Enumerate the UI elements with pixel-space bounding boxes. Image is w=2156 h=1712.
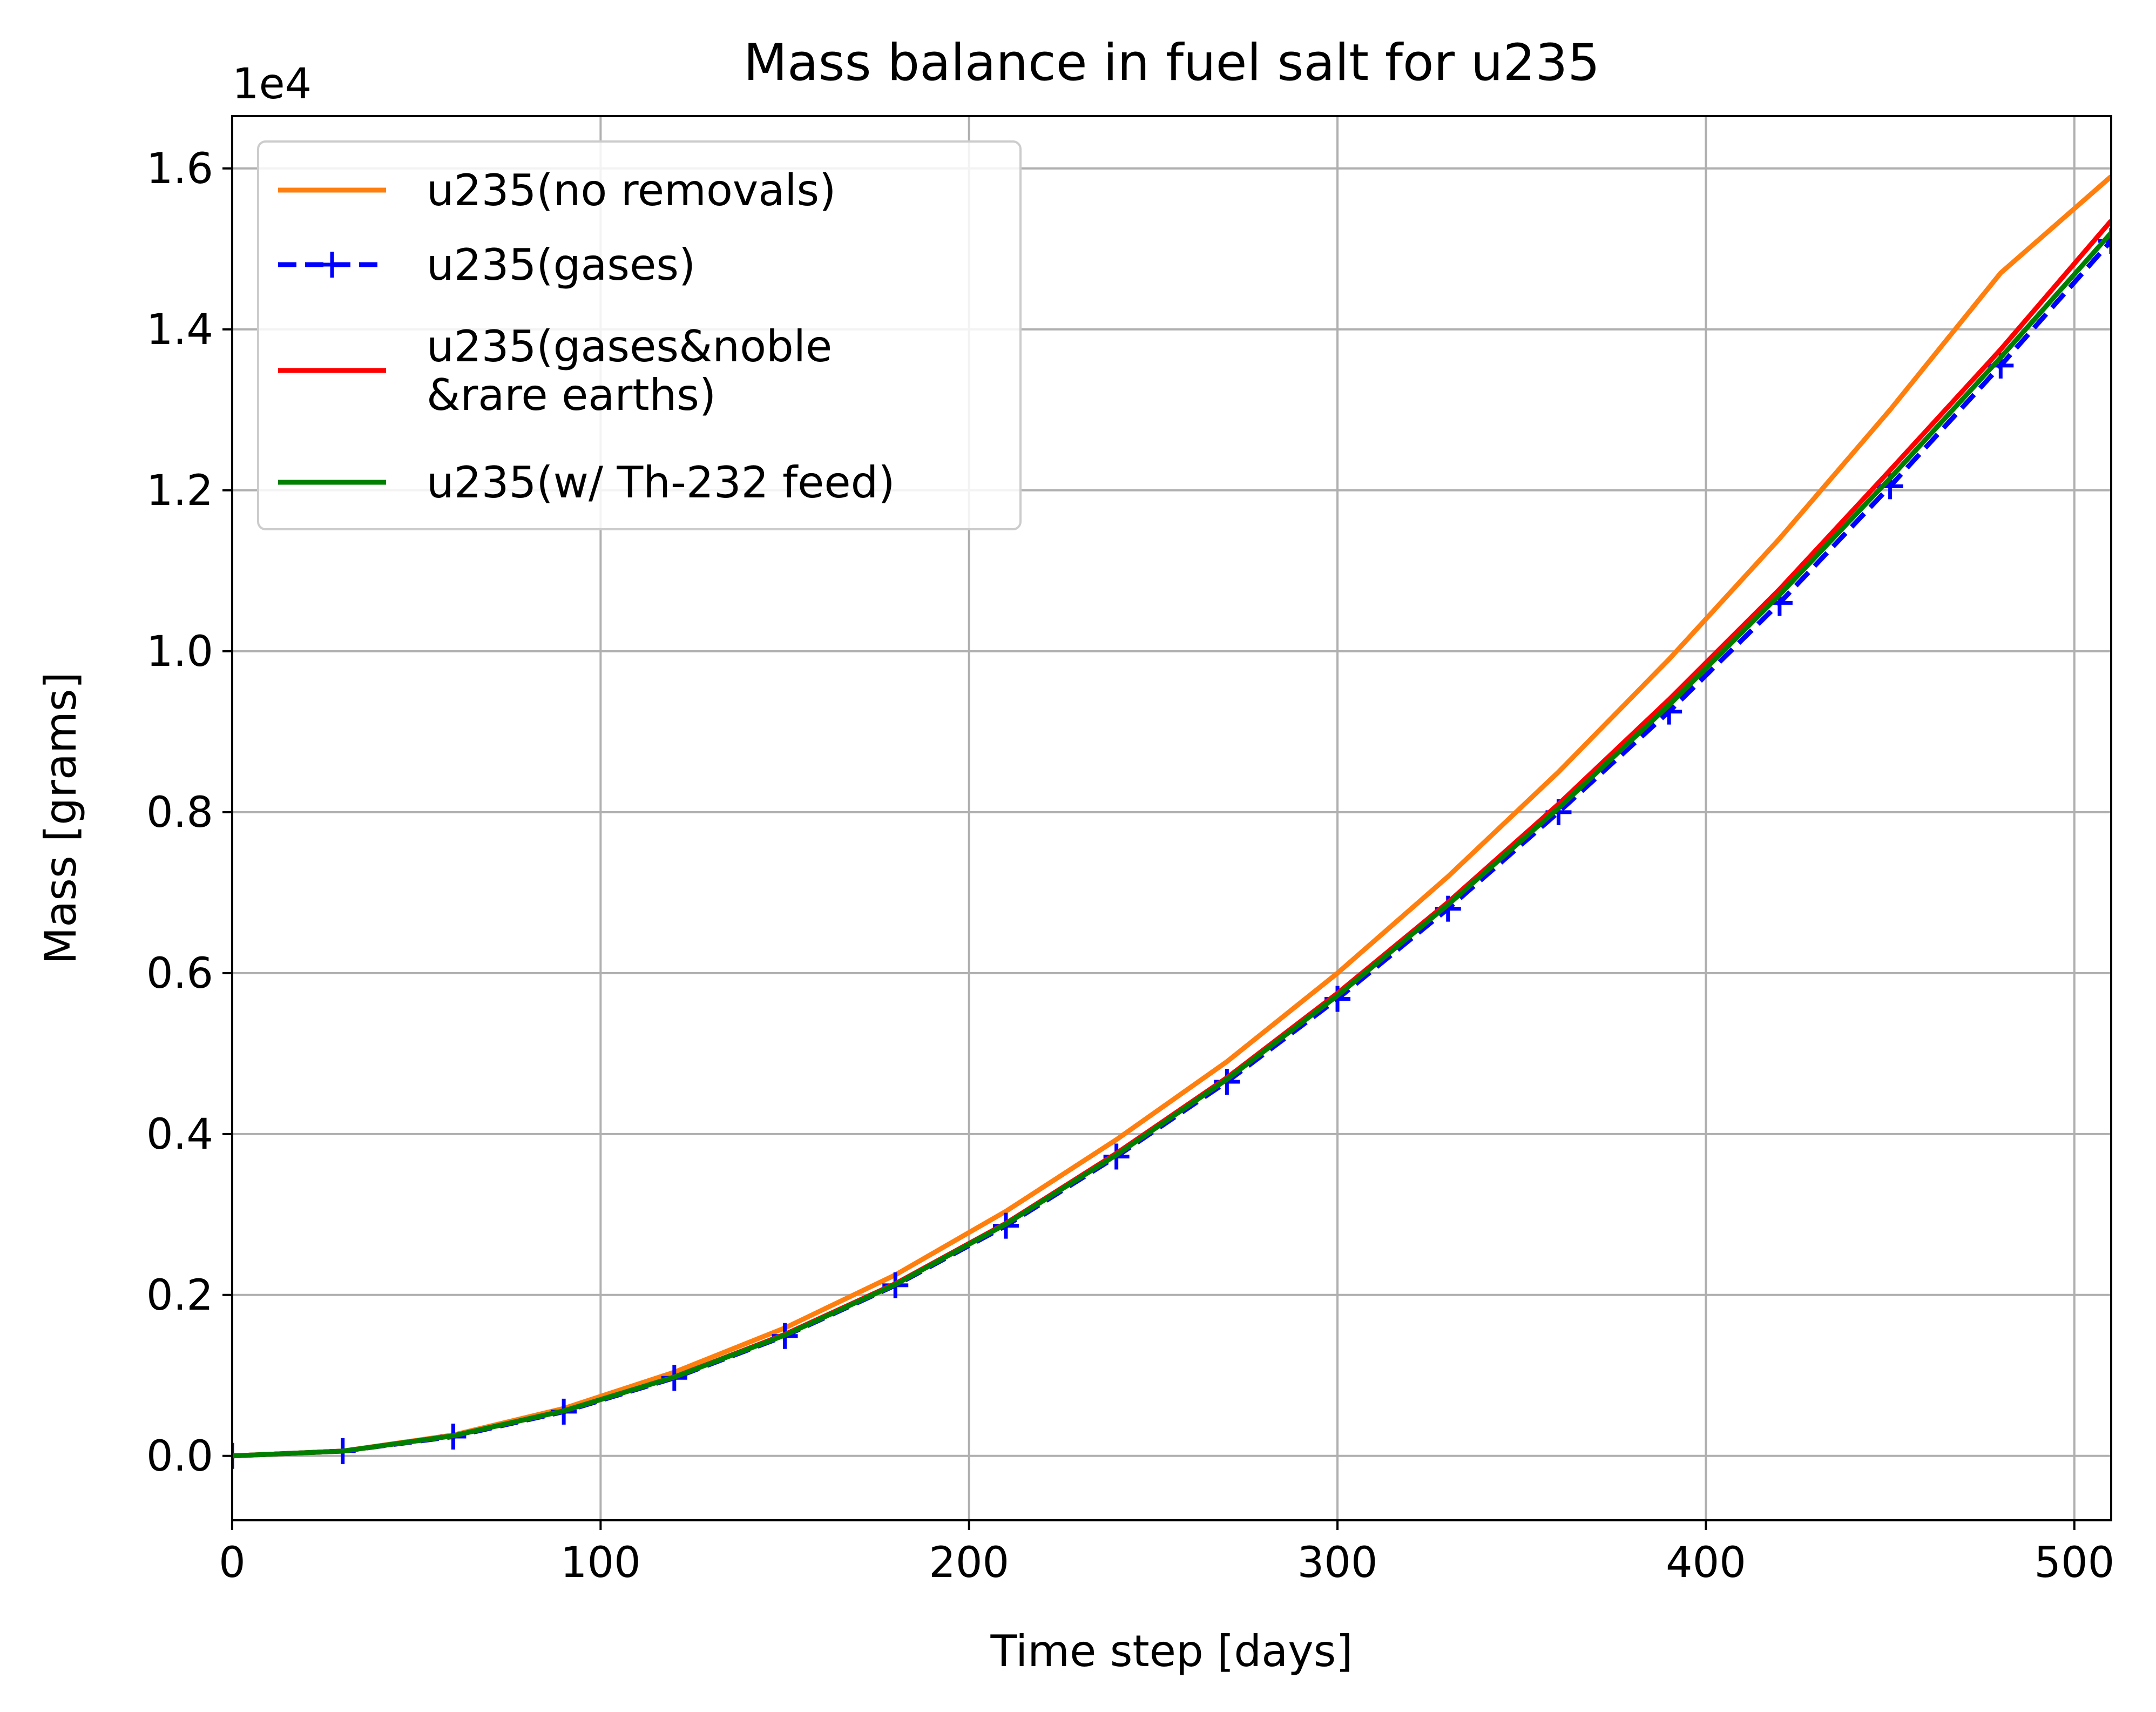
plot-frame: [231, 115, 2112, 1521]
y-tick-label: 0.4: [146, 1110, 213, 1159]
x-tick-label: 0: [219, 1539, 246, 1587]
y-axis-label: Mass [grams]: [36, 672, 86, 965]
legend-label-3: u235(w/ Th-232 feed): [427, 457, 895, 508]
y-tick-label: 0.0: [146, 1432, 213, 1481]
y-tick-label: 1.0: [146, 628, 213, 676]
y-tick-label: 0.6: [146, 949, 213, 998]
legend-box: [257, 140, 1022, 530]
x-tick-label: 300: [1297, 1539, 1378, 1587]
y-tick-label: 1.4: [146, 306, 213, 354]
y-tick-label: 1.6: [146, 145, 213, 193]
legend-label-2: u235(gases&noble &rare earths): [427, 321, 832, 420]
series-line-3: [232, 231, 2111, 1459]
chart-title: Mass balance in fuel salt for u235: [744, 33, 1600, 92]
x-tick-label: 200: [929, 1539, 1009, 1587]
y-tick-label: 0.8: [146, 788, 213, 837]
x-tick-label: 100: [560, 1539, 641, 1587]
y-tick-label: 1.2: [146, 467, 213, 515]
ticks: 0 100 200 300 400 500 0.0 0.2 0.4 0.6 0.8 1.0 1.2 1.4…: [146, 145, 2114, 1587]
series-layer: [232, 174, 2111, 1469]
legend: u235(no removals) u235(gases) u235(gases&n…: [257, 140, 1022, 530]
y-multiplier-label: 1e4: [232, 60, 312, 109]
legend-label-0: u235(no removals): [427, 165, 836, 215]
x-axis-label: Time step [days]: [990, 1626, 1353, 1676]
legend-label-1: u235(gases): [427, 240, 695, 290]
x-tick-label: 400: [1666, 1539, 1746, 1587]
y-tick-label: 0.2: [146, 1271, 213, 1320]
x-tick-label: 500: [2034, 1539, 2114, 1587]
